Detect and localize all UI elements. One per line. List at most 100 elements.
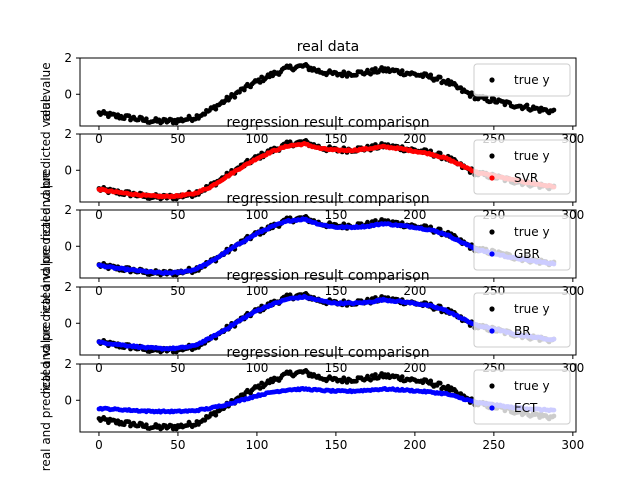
axes-frame: [79, 209, 577, 279]
legend-marker: [489, 383, 495, 389]
y-tick-label: 2: [64, 203, 72, 217]
data-point: [373, 218, 378, 223]
legend-marker: [489, 153, 495, 159]
axes-frame: [79, 133, 577, 203]
legend-label: SVR: [514, 171, 538, 185]
data-point: [354, 378, 359, 384]
legend-marker: [489, 175, 495, 181]
x-tick-label: 150: [324, 132, 347, 146]
y-tick-label: 2: [64, 51, 72, 65]
legend-label: true y: [514, 73, 550, 87]
y-tick-label: 0: [64, 87, 72, 101]
x-tick-label: 150: [324, 438, 347, 452]
subplot-title: regression result comparison: [226, 268, 429, 284]
data-point: [428, 378, 434, 384]
y-tick-label: 2: [64, 280, 72, 294]
x-tick-label: 200: [403, 438, 426, 452]
subplot-title: regression result comparison: [226, 115, 429, 131]
y-axis-label: real and predicted value: [39, 95, 53, 241]
legend-label: true y: [514, 379, 550, 393]
y-tick-label: 0: [64, 163, 72, 177]
data-point: [524, 102, 530, 108]
legend-box: [473, 215, 571, 271]
data-point: [437, 74, 443, 80]
y-tick-label: 0: [64, 239, 72, 253]
data-point: [354, 72, 359, 78]
data-point: [373, 372, 378, 377]
x-tick-label: 150: [324, 208, 347, 222]
subplot-title: regression result comparison: [226, 191, 429, 207]
legend-box: [473, 292, 571, 348]
data-point: [428, 72, 434, 78]
x-tick-label: 250: [482, 438, 505, 452]
x-tick-label: 50: [170, 361, 185, 375]
x-tick-label: 150: [324, 284, 347, 298]
legend: true y: [473, 63, 571, 97]
x-tick-label: 50: [170, 132, 185, 146]
x-tick-label: 0: [95, 284, 103, 298]
x-tick-label: 0: [95, 361, 103, 375]
legend: true y SVR: [473, 139, 571, 195]
axes-frame: [79, 57, 577, 127]
data-point: [399, 374, 405, 380]
x-tick-label: 100: [245, 361, 268, 375]
data-point: [213, 412, 219, 418]
x-tick-label: 150: [324, 361, 347, 375]
x-tick-label: 100: [245, 284, 268, 298]
x-tick-label: 50: [170, 438, 185, 452]
legend-label: true y: [514, 225, 550, 239]
subplot-title: real data: [297, 39, 360, 55]
legend-label: BR: [514, 324, 531, 338]
legend-marker: [489, 251, 495, 257]
data-point: [437, 150, 443, 156]
y-tick-label: 2: [64, 127, 72, 141]
legend: true y GBR: [473, 215, 571, 271]
x-tick-label: 100: [245, 438, 268, 452]
data-point: [213, 106, 219, 112]
x-tick-label: 200: [403, 132, 426, 146]
y-tick-label: 0: [64, 393, 72, 407]
legend-box: [473, 139, 571, 195]
y-axis-label: real value: [39, 62, 53, 121]
y-axis-label: real and predicted value: [39, 171, 53, 317]
legend-marker: [489, 405, 495, 411]
legend-marker: [489, 306, 495, 312]
data-point: [232, 94, 238, 100]
data-point: [551, 107, 557, 113]
x-tick-label: 50: [170, 284, 185, 298]
axes-frame: [79, 363, 577, 433]
legend-box: [473, 63, 571, 97]
x-tick-label: 300: [561, 438, 584, 452]
x-tick-label: 100: [245, 132, 268, 146]
x-tick-label: 200: [403, 361, 426, 375]
data-point: [202, 111, 208, 117]
legend-label: ECT: [514, 401, 538, 415]
legend-marker: [489, 229, 495, 235]
x-tick-label: 0: [95, 438, 103, 452]
legend-marker: [489, 77, 495, 83]
legend: true y ECT: [473, 369, 571, 425]
data-point: [143, 116, 149, 122]
y-tick-label: 0: [64, 316, 72, 330]
series-gbr: [96, 216, 557, 276]
y-tick-label: 2: [64, 357, 72, 371]
series-true_y: [96, 62, 557, 126]
y-axis-label: real and predicted value: [39, 325, 53, 471]
data-point: [373, 66, 378, 71]
data-point: [143, 422, 149, 428]
x-tick-label: 200: [403, 284, 426, 298]
legend-marker: [489, 328, 495, 334]
x-tick-label: 50: [170, 208, 185, 222]
y-axis-label: real and predicted value: [39, 248, 53, 394]
x-tick-label: 0: [95, 208, 103, 222]
data-point: [241, 87, 247, 93]
data-point: [399, 68, 405, 74]
legend-box: [473, 369, 571, 425]
legend: true y BR: [473, 292, 571, 348]
x-tick-label: 100: [245, 208, 268, 222]
